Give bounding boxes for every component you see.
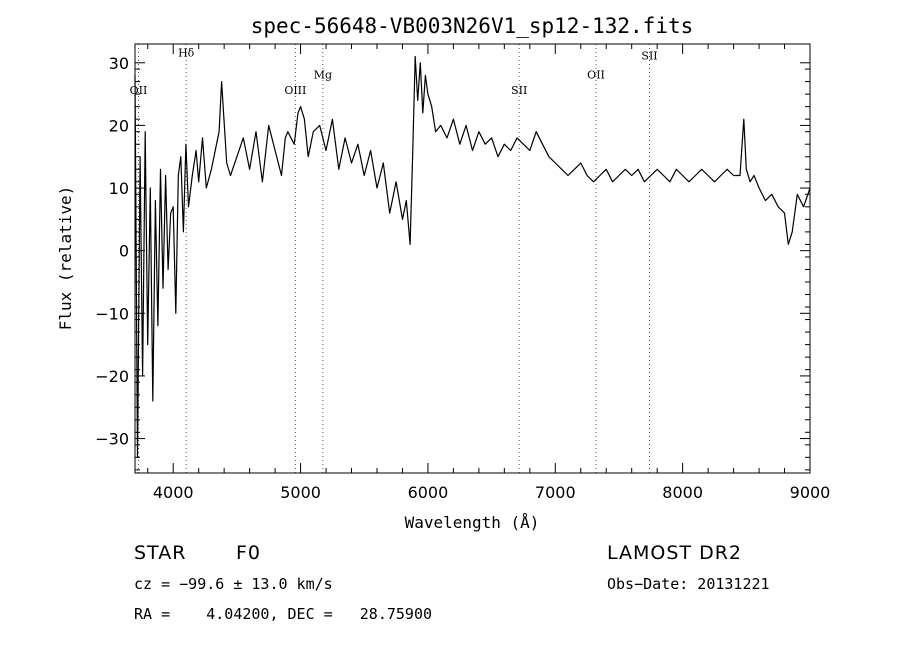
x-tick-label: 5000	[280, 483, 321, 502]
spectral-line-markers: OII Hδ OIII Mg SII OII SII	[130, 44, 658, 473]
marker-label-1: Hδ	[178, 47, 195, 60]
plot-frame	[134, 43, 811, 474]
y-tick-label: 30	[109, 54, 129, 73]
redshift-velocity: cz = −99.6 ± 13.0 km/s	[134, 575, 333, 593]
series-line-0	[134, 55, 811, 458]
y-tick-label: 20	[109, 116, 129, 135]
marker-label-3: Mg	[314, 68, 332, 81]
x-tick-label: 7000	[535, 483, 576, 502]
y-tick-label: 0	[119, 242, 129, 261]
marker-label-4: SII	[511, 84, 527, 97]
spectrum-series	[134, 55, 811, 458]
object-type: STAR	[134, 542, 187, 564]
x-axis-label: Wavelength (Å)	[405, 513, 540, 532]
y-tick-label: 10	[109, 179, 129, 198]
x-tick-label: 9000	[790, 483, 831, 502]
y-axis-label: Flux (relative)	[56, 186, 75, 331]
y-tick-label: −20	[95, 367, 129, 386]
marker-label-5: OII	[587, 68, 605, 81]
y-tick-label: −10	[95, 304, 129, 323]
chart-title: spec-56648-VB003N26V1_sp12-132.fits	[251, 14, 694, 38]
coordinates: RA = 4.04200, DEC = 28.75900	[134, 605, 433, 623]
marker-label-6: SII	[641, 50, 657, 63]
marker-label-0: OII	[130, 84, 148, 97]
y-tick-label: −30	[95, 430, 129, 449]
observation-date: Obs−Date: 20131221	[607, 575, 770, 593]
marker-label-2: OIII	[284, 84, 306, 97]
x-tick-label: 6000	[408, 483, 449, 502]
spectral-subclass: F0	[236, 542, 262, 564]
axes: 4000 5000 6000 7000 8000 9000 −30 −20 −10 0 10 20 30	[95, 43, 831, 502]
x-tick-label: 8000	[662, 483, 703, 502]
survey-name: LAMOST DR2	[607, 542, 742, 564]
x-tick-label: 4000	[153, 483, 194, 502]
